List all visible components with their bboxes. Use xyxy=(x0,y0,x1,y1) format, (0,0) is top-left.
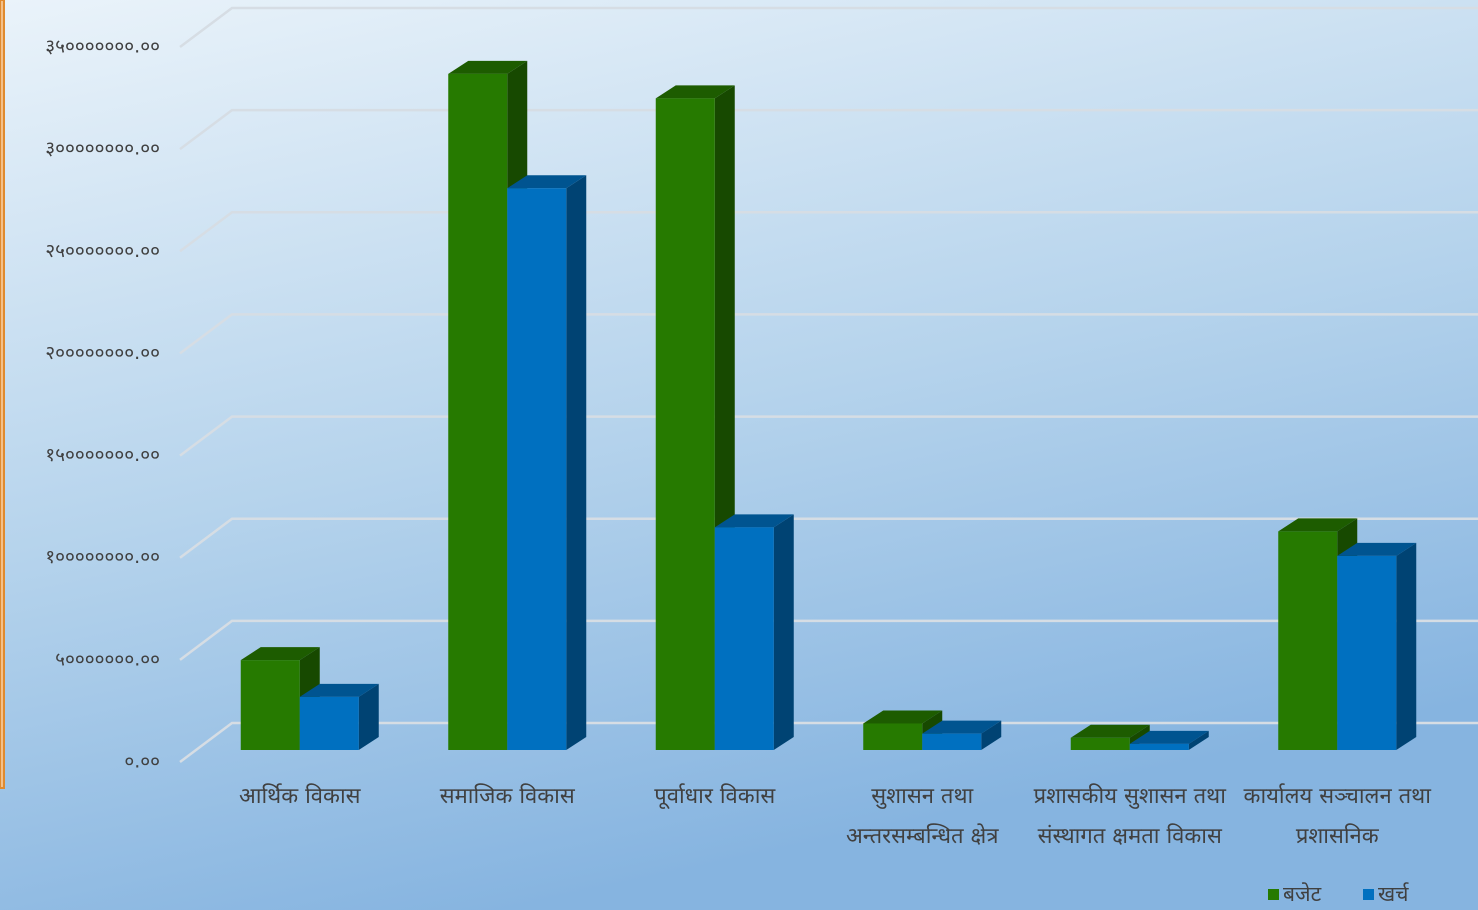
bar-front xyxy=(448,73,508,751)
grid-line xyxy=(179,313,1478,355)
legend-label: बजेट xyxy=(1283,882,1322,906)
y-tick-label: ०.०० xyxy=(124,751,160,773)
bar xyxy=(922,720,1002,750)
bar-top xyxy=(863,710,943,724)
x-tick-label: प्रशासकीय सुशासन तथा संस्थागत क्षमता विक… xyxy=(1033,784,1226,849)
bar-front xyxy=(299,696,359,750)
bar xyxy=(714,514,794,750)
bar-top xyxy=(922,720,1002,734)
bar-top xyxy=(714,514,794,528)
y-tick-label: ३००००००००.०० xyxy=(45,138,160,160)
bar-front xyxy=(1129,743,1189,750)
bar-top xyxy=(448,60,528,74)
bar-front xyxy=(1070,737,1130,750)
bar-side xyxy=(566,175,587,750)
grid-line xyxy=(179,211,1478,253)
x-tick-label: समाजिक विकास xyxy=(439,784,575,809)
y-tick-label: २००००००००.०० xyxy=(45,342,160,364)
bar-front xyxy=(714,527,774,750)
bar-side xyxy=(773,514,794,750)
y-tick-label: २५०००००००.०० xyxy=(45,240,160,262)
x-tick-label: कार्यालय सञ्चालन तथा प्रशासनिक xyxy=(1243,784,1431,849)
bar-front xyxy=(240,660,300,750)
y-tick-label: १००००००००.०० xyxy=(45,546,160,568)
bar-top xyxy=(240,647,320,661)
bar-top xyxy=(1337,542,1417,556)
bar-front xyxy=(655,98,715,751)
x-tick-label: सुशासन तथा अन्तरसम्बन्धित क्षेत्र xyxy=(846,784,999,849)
bar-side xyxy=(981,720,1002,750)
bar-side xyxy=(1188,730,1209,750)
bar-top xyxy=(1129,730,1209,744)
x-tick-label: आर्थिक विकास xyxy=(238,784,361,809)
legend-swatch xyxy=(1268,888,1279,900)
bar-top xyxy=(299,683,379,697)
bar-front xyxy=(922,733,982,750)
grid-line xyxy=(179,517,1478,559)
grid-line xyxy=(179,619,1478,661)
bar xyxy=(1129,730,1209,750)
bar-top xyxy=(507,175,587,189)
legend-item: खर्च xyxy=(1363,880,1409,908)
bar xyxy=(507,175,587,750)
x-tick-label: पूर्वाधार विकास xyxy=(654,784,776,809)
bar-top xyxy=(655,85,735,99)
legend-swatch xyxy=(1363,888,1374,900)
bar xyxy=(1337,542,1417,750)
bar-top xyxy=(1278,518,1358,532)
grid-line xyxy=(179,721,1478,763)
bar-front xyxy=(1278,531,1338,750)
grid-line xyxy=(179,6,1478,48)
y-tick-label: १५०००००००.०० xyxy=(45,444,160,466)
bar-side xyxy=(358,683,379,750)
y-tick-label: ३५०००००००.०० xyxy=(45,36,160,58)
bar-front xyxy=(1337,555,1397,750)
bar-side xyxy=(1396,542,1417,750)
y-tick-label: ५०००००००.०० xyxy=(55,648,160,670)
bar-front xyxy=(863,723,923,750)
grid-line xyxy=(179,415,1478,457)
bar xyxy=(299,683,379,750)
legend-item: बजेट xyxy=(1268,880,1321,908)
bar xyxy=(240,647,320,750)
edge-strip xyxy=(0,0,5,789)
bar-front xyxy=(507,188,567,750)
bar-top xyxy=(1070,724,1150,738)
legend-label: खर्च xyxy=(1378,882,1409,906)
grid-line xyxy=(179,108,1478,151)
